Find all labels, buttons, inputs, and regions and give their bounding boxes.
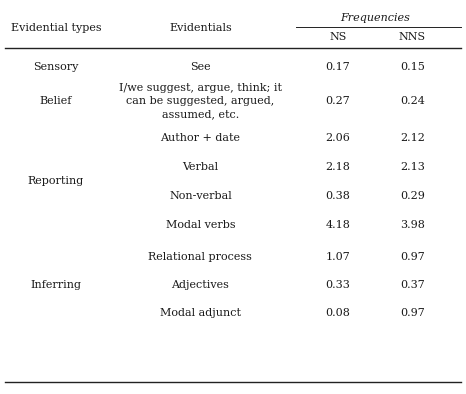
Text: Relational process: Relational process — [149, 252, 252, 262]
Text: 2.18: 2.18 — [325, 162, 350, 173]
Text: Modal adjunct: Modal adjunct — [160, 308, 241, 318]
Text: Adjectives: Adjectives — [171, 280, 229, 290]
Text: 0.15: 0.15 — [400, 62, 425, 72]
Text: 3.98: 3.98 — [400, 219, 425, 230]
Text: Evidential types: Evidential types — [11, 22, 101, 33]
Text: Modal verbs: Modal verbs — [165, 219, 235, 230]
Text: Inferring: Inferring — [30, 280, 82, 290]
Text: Non-verbal: Non-verbal — [169, 191, 232, 201]
Text: 0.38: 0.38 — [325, 191, 350, 201]
Text: Evidentials: Evidentials — [169, 22, 232, 33]
Text: Belief: Belief — [40, 96, 72, 106]
Text: I/we suggest, argue, think; it
can be suggested, argued,
assumed, etc.: I/we suggest, argue, think; it can be su… — [119, 84, 282, 119]
Text: 0.17: 0.17 — [325, 62, 350, 72]
Text: 0.97: 0.97 — [400, 252, 425, 262]
Text: Sensory: Sensory — [33, 62, 79, 72]
Text: Frequencies: Frequencies — [340, 13, 410, 23]
Text: 0.33: 0.33 — [325, 280, 350, 290]
Text: NS: NS — [329, 32, 347, 43]
Text: 0.29: 0.29 — [400, 191, 425, 201]
Text: 0.08: 0.08 — [325, 308, 350, 318]
Text: 2.13: 2.13 — [400, 162, 425, 173]
Text: Verbal: Verbal — [182, 162, 219, 173]
Text: 2.12: 2.12 — [400, 133, 425, 143]
Text: 0.97: 0.97 — [400, 308, 425, 318]
Text: NNS: NNS — [399, 32, 426, 43]
Text: 0.27: 0.27 — [325, 96, 350, 106]
Text: 1.07: 1.07 — [325, 252, 350, 262]
Text: Author + date: Author + date — [160, 133, 240, 143]
Text: See: See — [190, 62, 211, 72]
Text: 0.24: 0.24 — [400, 96, 425, 106]
Text: Reporting: Reporting — [28, 177, 84, 186]
Text: 2.06: 2.06 — [325, 133, 350, 143]
Text: 0.37: 0.37 — [400, 280, 425, 290]
Text: 4.18: 4.18 — [325, 219, 350, 230]
